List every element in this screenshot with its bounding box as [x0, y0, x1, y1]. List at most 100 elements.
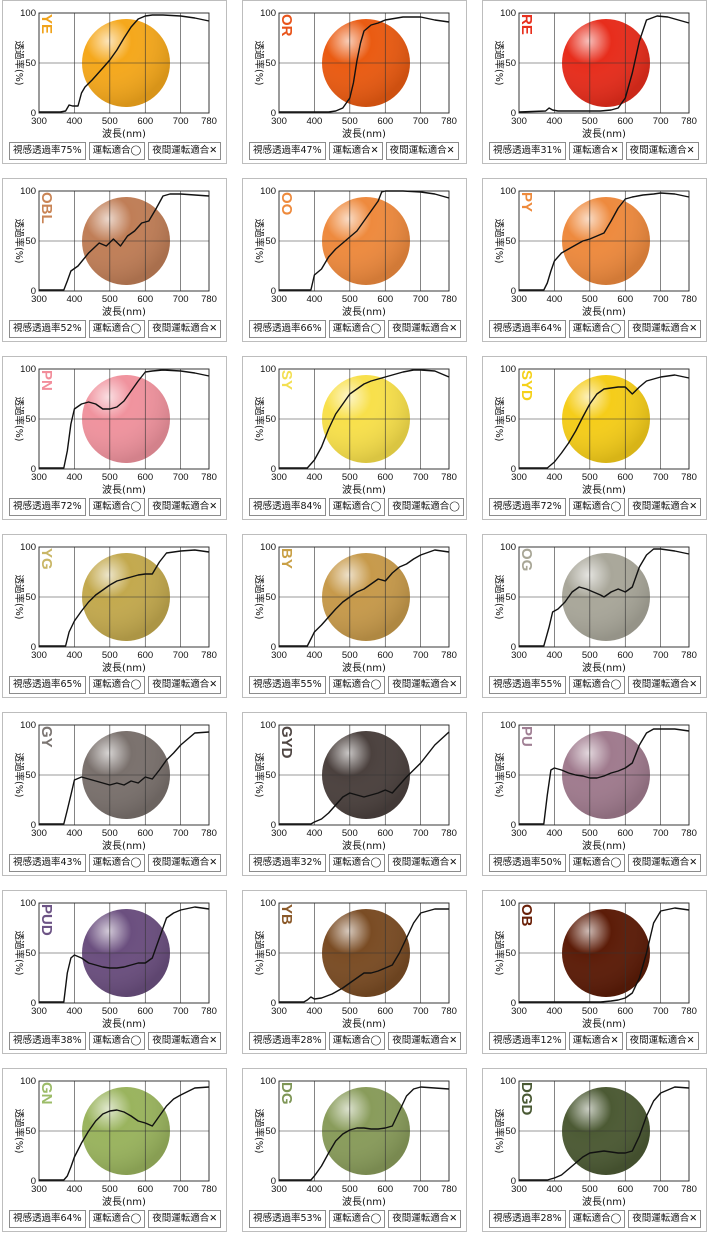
x-tick-label: 500 — [582, 294, 598, 305]
lens-card-gn: 0 50 100 300 400 500 600 700 780 波長(nm) 透過率(%) GN 視感… — [2, 1068, 227, 1232]
x-tick-label: 300 — [31, 472, 47, 483]
x-axis-label: 波長(nm) — [342, 839, 386, 852]
x-tick-label: 500 — [582, 650, 598, 661]
y-tick-label: 100 — [500, 8, 516, 19]
x-axis-label: 波長(nm) — [102, 305, 146, 318]
transmittance-chart: 0 50 100 300 400 500 600 700 780 波長(nm) 透過率(%) BY — [253, 542, 457, 674]
x-tick-label: 500 — [582, 1184, 598, 1195]
transmittance-line — [519, 1086, 690, 1181]
x-tick-label: 500 — [102, 116, 118, 127]
y-axis-label: 透過率(%) — [493, 575, 505, 620]
lens-code: OO — [278, 192, 295, 216]
luminous-transmittance-label: 視感透過率32% — [249, 854, 326, 872]
transmittance-chart: 0 50 100 300 400 500 600 700 780 波長(nm) 透過率(%) DG — [253, 1076, 457, 1208]
transmittance-chart: 0 50 100 300 400 500 600 700 780 波長(nm) 透過率(%) OO — [253, 186, 457, 318]
transmittance-line — [39, 369, 210, 469]
y-axis-label: 透過率(%) — [493, 41, 505, 86]
x-tick-label: 300 — [31, 1184, 47, 1195]
y-tick-label: 100 — [20, 542, 36, 553]
y-tick-label: 50 — [505, 770, 516, 781]
x-tick-label: 400 — [546, 1184, 562, 1195]
x-axis-label: 波長(nm) — [102, 839, 146, 852]
lens-card-pud: 0 50 100 300 400 500 600 700 780 波長(nm) 透過率(%) PUD 視… — [2, 890, 227, 1054]
x-tick-label: 300 — [31, 828, 47, 839]
x-tick-label: 500 — [342, 1006, 358, 1017]
y-axis-label: 透過率(%) — [253, 219, 265, 264]
x-tick-label: 600 — [617, 650, 633, 661]
lens-info-row: 視感透過率65% 運転適合◯ 夜間運転適合✕ — [9, 676, 222, 694]
lens-card-dg: 0 50 100 300 400 500 600 700 780 波長(nm) 透過率(%) DG 視感… — [242, 1068, 467, 1232]
x-tick-label: 400 — [306, 294, 322, 305]
y-tick-label: 0 — [511, 998, 516, 1009]
plot-frame — [518, 1080, 690, 1182]
y-tick-label: 0 — [511, 108, 516, 119]
y-tick-label: 50 — [505, 414, 516, 425]
x-tick-label: 700 — [173, 1184, 189, 1195]
transmittance-chart: 0 50 100 300 400 500 600 700 780 波長(nm) 透過率(%) OBL — [13, 186, 217, 318]
x-tick-label: 300 — [271, 828, 287, 839]
x-axis-label: 波長(nm) — [342, 661, 386, 674]
driving-suitability-label: 運転適合◯ — [568, 320, 626, 338]
x-axis-label: 波長(nm) — [342, 483, 386, 496]
y-axis-label: 透過率(%) — [253, 397, 265, 442]
transmittance-chart: 0 50 100 300 400 500 600 700 780 波長(nm) 透過率(%) OR — [253, 8, 457, 140]
y-axis-label: 透過率(%) — [253, 41, 265, 86]
lens-card-dgd: 0 50 100 300 400 500 600 700 780 波長(nm) 透過率(%) DGD 視… — [482, 1068, 707, 1232]
y-tick-label: 50 — [25, 58, 36, 69]
x-tick-label: 400 — [306, 828, 322, 839]
x-tick-label: 780 — [441, 294, 457, 305]
x-tick-label: 780 — [681, 828, 697, 839]
x-tick-label: 600 — [377, 650, 393, 661]
x-tick-label: 500 — [582, 472, 598, 483]
plot-frame — [518, 546, 690, 648]
y-axis-label: 透過率(%) — [253, 575, 265, 620]
y-tick-label: 0 — [511, 1176, 516, 1187]
plot-frame — [518, 724, 690, 826]
y-tick-label: 50 — [505, 58, 516, 69]
y-tick-label: 100 — [260, 186, 276, 197]
x-tick-label: 780 — [681, 1184, 697, 1195]
lens-info-row: 視感透過率47% 運転適合✕ 夜間運転適合✕ — [249, 142, 459, 160]
x-tick-label: 400 — [546, 828, 562, 839]
lens-info-row: 視感透過率32% 運転適合◯ 夜間運転適合✕ — [249, 854, 462, 872]
lens-info-row: 視感透過率55% 運転適合◯ 夜間運転適合✕ — [489, 676, 702, 694]
x-axis-label: 波長(nm) — [102, 1195, 146, 1208]
night-driving-suitability-label: 夜間運転適合✕ — [148, 676, 222, 694]
x-tick-label: 700 — [173, 650, 189, 661]
y-axis-label: 透過率(%) — [493, 931, 505, 976]
night-driving-suitability-label: 夜間運転適合✕ — [628, 320, 702, 338]
transmittance-line — [279, 1086, 450, 1181]
x-axis-label: 波長(nm) — [582, 661, 626, 674]
plot-frame — [38, 1080, 210, 1182]
x-tick-label: 600 — [617, 116, 633, 127]
x-tick-label: 700 — [653, 472, 669, 483]
transmittance-chart: 0 50 100 300 400 500 600 700 780 波長(nm) 透過率(%) YE — [13, 8, 217, 140]
night-driving-suitability-label: 夜間運転適合✕ — [628, 676, 702, 694]
lens-info-row: 視感透過率31% 運転適合✕ 夜間運転適合✕ — [489, 142, 699, 160]
lens-code: GN — [38, 1082, 55, 1105]
plot-frame — [38, 368, 210, 470]
x-tick-label: 700 — [173, 828, 189, 839]
x-tick-label: 300 — [511, 828, 527, 839]
y-tick-label: 100 — [500, 364, 516, 375]
x-tick-label: 300 — [31, 650, 47, 661]
x-tick-label: 400 — [306, 650, 322, 661]
lens-code: DGD — [518, 1082, 535, 1116]
x-tick-label: 700 — [413, 650, 429, 661]
transmittance-line — [279, 190, 450, 291]
luminous-transmittance-label: 視感透過率12% — [489, 1032, 566, 1050]
x-tick-label: 500 — [102, 1184, 118, 1195]
x-tick-label: 780 — [681, 1006, 697, 1017]
x-tick-label: 700 — [173, 1006, 189, 1017]
x-tick-label: 500 — [342, 472, 358, 483]
y-axis-label: 透過率(%) — [13, 219, 25, 264]
lens-card-by: 0 50 100 300 400 500 600 700 780 波長(nm) 透過率(%) BY 視感… — [242, 534, 467, 698]
lens-info-row: 視感透過率53% 運転適合◯ 夜間運転適合✕ — [249, 1210, 462, 1228]
driving-suitability-label: 運転適合✕ — [568, 1032, 623, 1050]
luminous-transmittance-label: 視感透過率65% — [9, 676, 86, 694]
luminous-transmittance-label: 視感透過率31% — [489, 142, 566, 160]
x-tick-label: 600 — [617, 1184, 633, 1195]
night-driving-suitability-label: 夜間運転適合✕ — [148, 1032, 222, 1050]
x-tick-label: 500 — [342, 116, 358, 127]
